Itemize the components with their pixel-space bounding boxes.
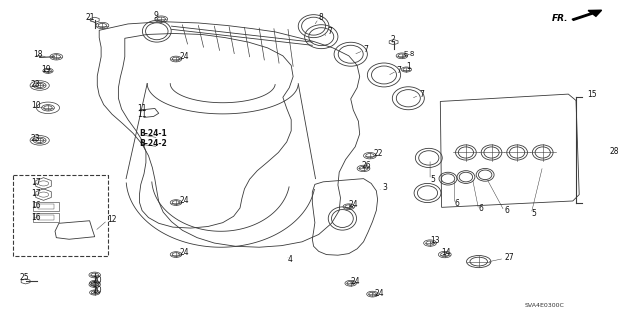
- Text: 16: 16: [31, 213, 40, 222]
- Text: 17: 17: [31, 178, 40, 187]
- Text: 27: 27: [504, 253, 514, 262]
- Text: 24: 24: [349, 200, 358, 209]
- Text: 24: 24: [179, 52, 189, 61]
- Text: 7: 7: [364, 45, 369, 54]
- Text: 4: 4: [288, 256, 293, 264]
- Bar: [13, 175, 108, 256]
- Text: 24: 24: [374, 289, 384, 298]
- Text: 7: 7: [397, 66, 402, 75]
- Text: 2: 2: [390, 35, 395, 44]
- Text: 15: 15: [588, 90, 597, 99]
- Bar: [38, 215, 54, 220]
- Text: 20: 20: [93, 286, 102, 295]
- Text: 6: 6: [454, 199, 460, 208]
- Text: 23: 23: [31, 80, 40, 89]
- Text: 7: 7: [328, 27, 333, 36]
- Text: 23: 23: [31, 134, 40, 143]
- Text: 24: 24: [351, 277, 360, 286]
- Text: SVA4E0300C: SVA4E0300C: [525, 303, 564, 308]
- Text: 20: 20: [93, 276, 102, 285]
- Text: 17: 17: [31, 189, 40, 198]
- Text: 6: 6: [504, 206, 509, 215]
- Text: 18: 18: [33, 50, 43, 59]
- Text: FR.: FR.: [552, 14, 568, 23]
- Text: 24: 24: [179, 248, 189, 256]
- FancyArrow shape: [572, 10, 602, 20]
- Text: B-24-1: B-24-1: [140, 130, 167, 138]
- Text: 10: 10: [31, 101, 40, 110]
- Text: 28: 28: [609, 147, 619, 156]
- Text: 14: 14: [442, 248, 451, 256]
- Text: 8: 8: [319, 13, 323, 22]
- Text: 26: 26: [362, 161, 371, 170]
- Bar: [33, 202, 59, 211]
- Text: B-24-2: B-24-2: [140, 139, 167, 148]
- Text: 9: 9: [154, 11, 159, 20]
- Text: 25: 25: [19, 273, 29, 282]
- Text: 5: 5: [531, 209, 536, 218]
- Text: 1: 1: [406, 63, 411, 71]
- Text: 5: 5: [430, 175, 435, 184]
- Text: 7: 7: [419, 90, 424, 99]
- Text: 3: 3: [383, 183, 388, 192]
- Text: 11: 11: [138, 104, 147, 113]
- Text: 19: 19: [42, 65, 51, 74]
- Text: 21: 21: [85, 13, 95, 22]
- Text: 11: 11: [138, 110, 147, 119]
- Bar: [33, 213, 59, 222]
- Text: 6: 6: [479, 204, 484, 213]
- Text: 13: 13: [430, 236, 440, 245]
- Text: 22: 22: [373, 149, 383, 158]
- Text: 12: 12: [108, 215, 117, 224]
- Text: 24: 24: [179, 197, 189, 205]
- Text: E-8: E-8: [403, 51, 415, 56]
- Bar: [38, 204, 54, 209]
- Text: 16: 16: [31, 201, 40, 210]
